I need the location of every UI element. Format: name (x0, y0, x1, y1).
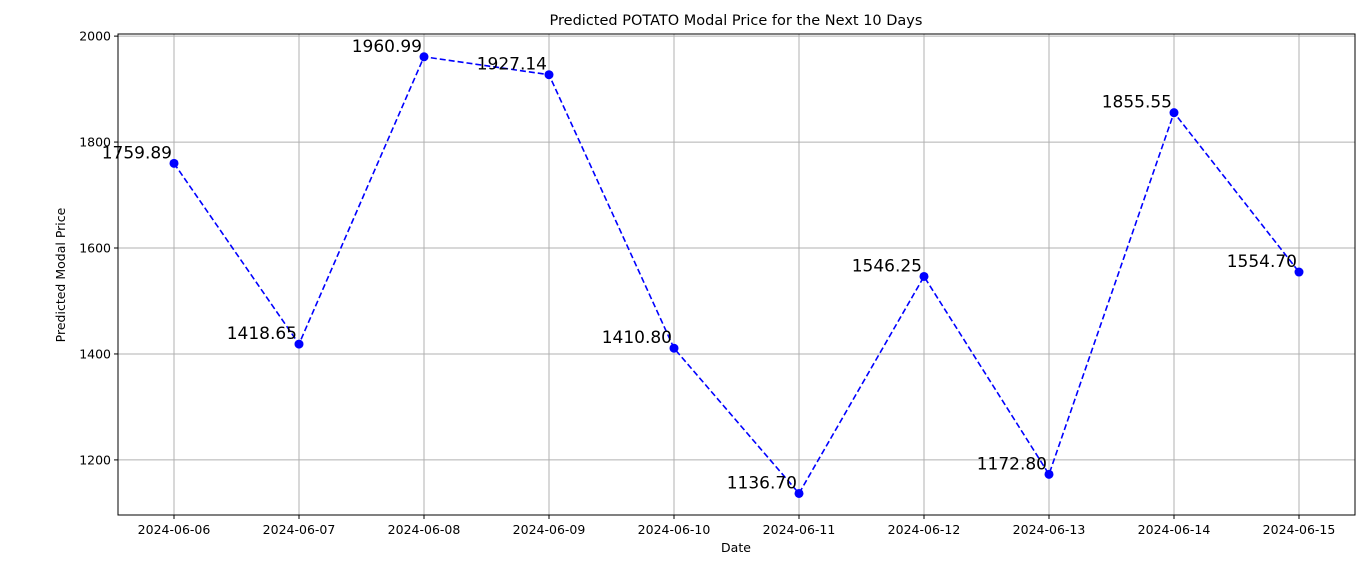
data-point (419, 52, 429, 62)
data-label: 1960.99 (352, 37, 422, 57)
data-point (794, 488, 804, 498)
data-label: 1172.80 (977, 454, 1047, 474)
x-tick-label: 2024-06-09 (513, 522, 586, 537)
series-layer (169, 52, 1304, 498)
x-tick-label: 2024-06-06 (138, 522, 211, 537)
y-tick-label: 1800 (79, 135, 111, 150)
series-line (173, 55, 1300, 495)
y-tick-label: 1200 (79, 452, 111, 467)
y-tick-label: 2000 (79, 29, 111, 44)
data-label: 1554.70 (1227, 252, 1297, 272)
data-point (669, 343, 679, 353)
data-labels-layer: 1759.89 1418.65 1960.99 1927.14 1410.80 1136.… (102, 37, 1297, 494)
data-point (169, 158, 179, 168)
data-point (294, 339, 304, 349)
x-tick-label: 2024-06-13 (1013, 522, 1086, 537)
chart-title: Predicted POTATO Modal Price for the Nex… (550, 13, 923, 29)
y-tick-label: 1600 (79, 241, 111, 256)
data-label: 1927.14 (477, 55, 547, 75)
x-tick-label: 2024-06-15 (1263, 522, 1336, 537)
x-tick-label: 2024-06-11 (763, 522, 836, 537)
data-point (544, 70, 554, 80)
y-axis-ticks: 1200 1400 1600 1800 2000 (79, 29, 118, 467)
data-label: 1759.89 (102, 143, 172, 163)
x-tick-label: 2024-06-08 (388, 522, 461, 537)
data-label: 1136.70 (727, 473, 797, 493)
y-axis-label: Predicted Modal Price (53, 207, 68, 342)
data-label: 1410.80 (602, 328, 672, 348)
data-point (1294, 267, 1304, 277)
data-point (1169, 108, 1179, 118)
x-axis-ticks: 2024-06-06 2024-06-07 2024-06-08 2024-06-09… (138, 515, 1336, 537)
data-label: 1418.65 (227, 324, 297, 344)
plot-frame (117, 33, 1356, 516)
x-axis-label: Date (721, 540, 751, 555)
data-point (919, 271, 929, 281)
x-tick-label: 2024-06-14 (1138, 522, 1211, 537)
x-tick-label: 2024-06-07 (263, 522, 336, 537)
grid-lines (118, 34, 1355, 515)
x-tick-label: 2024-06-10 (638, 522, 711, 537)
x-tick-label: 2024-06-12 (888, 522, 961, 537)
data-point (1044, 469, 1054, 479)
data-label: 1546.25 (852, 256, 922, 276)
data-label: 1855.55 (1102, 93, 1172, 113)
y-tick-label: 1400 (79, 346, 111, 361)
